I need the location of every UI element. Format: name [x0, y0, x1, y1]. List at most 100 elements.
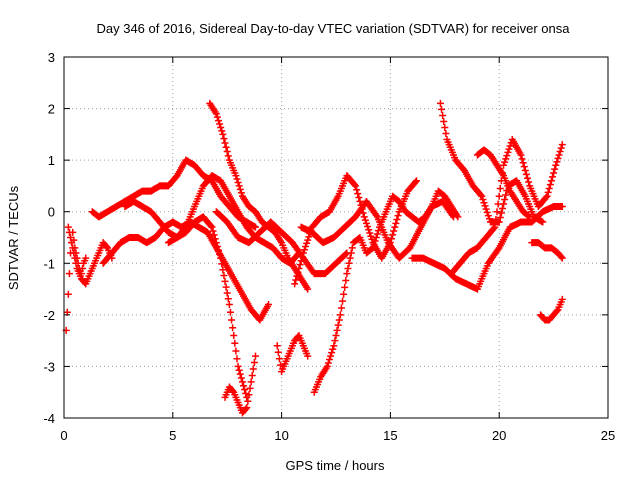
- data-point: [304, 285, 312, 293]
- data-point: [551, 165, 559, 173]
- data-point: [334, 321, 342, 329]
- data-point: [67, 234, 75, 241]
- data-point: [504, 148, 512, 156]
- data-point: [332, 331, 340, 339]
- data-point: [296, 261, 304, 269]
- data-point: [209, 227, 217, 235]
- data-point: [440, 117, 448, 125]
- data-point: [411, 178, 419, 186]
- data-point: [484, 212, 492, 220]
- data-point: [342, 276, 350, 284]
- data-point: [242, 405, 250, 413]
- data-point: [558, 254, 566, 262]
- series-10: [273, 331, 312, 376]
- data-point: [558, 141, 566, 149]
- x-tick-label: 20: [492, 428, 506, 443]
- data-point: [222, 283, 230, 291]
- data-point: [246, 384, 254, 392]
- data-point: [217, 254, 225, 262]
- data-point: [521, 166, 529, 174]
- data-point: [372, 234, 380, 241]
- data-point: [304, 352, 312, 360]
- data-point: [236, 185, 244, 193]
- data-point: [213, 243, 221, 251]
- data-point: [217, 123, 225, 131]
- data-point: [219, 266, 227, 274]
- data-point: [300, 246, 308, 254]
- data-point: [413, 177, 421, 185]
- data-point: [479, 195, 487, 203]
- data-point: [372, 211, 380, 219]
- data-point: [546, 181, 554, 189]
- data-point: [556, 148, 564, 156]
- data-point: [223, 289, 231, 297]
- x-tick-label: 5: [169, 428, 176, 443]
- data-point: [294, 268, 302, 276]
- data-point: [448, 211, 456, 219]
- data-point: [233, 355, 241, 363]
- series-9: [212, 208, 351, 278]
- data-point: [439, 111, 447, 119]
- data-point: [331, 337, 339, 345]
- series-13: [297, 197, 458, 262]
- data-point: [236, 370, 244, 378]
- x-axis-label: GPS time / hours: [286, 458, 385, 473]
- data-point: [216, 250, 224, 258]
- series-18: [528, 239, 566, 262]
- data-point: [495, 192, 503, 200]
- data-point: [102, 243, 110, 251]
- data-point: [292, 276, 300, 284]
- series-11: [310, 187, 462, 396]
- data-point: [347, 249, 355, 257]
- data-point: [235, 366, 243, 374]
- data-point: [70, 249, 78, 257]
- data-point: [229, 324, 237, 332]
- data-point: [390, 227, 398, 235]
- data-point: [265, 301, 273, 309]
- data-point: [554, 154, 562, 162]
- data-point: [293, 272, 301, 280]
- data-point: [553, 307, 561, 315]
- data-point: [368, 235, 376, 243]
- data-point: [361, 216, 369, 224]
- data-point: [303, 239, 311, 247]
- data-point: [207, 222, 215, 230]
- data-point: [221, 139, 229, 147]
- data-point: [438, 105, 446, 113]
- data-point: [490, 224, 498, 232]
- data-point: [367, 232, 375, 240]
- data-point: [304, 236, 312, 244]
- series-7: [221, 352, 259, 417]
- data-point: [333, 326, 341, 334]
- y-axis-label: SDTVAR / TECUs: [6, 185, 21, 290]
- data-point: [218, 127, 226, 135]
- data-point: [72, 259, 80, 267]
- data-point: [503, 152, 511, 160]
- data-point: [235, 182, 243, 190]
- data-point: [214, 246, 222, 254]
- data-point: [237, 374, 245, 382]
- data-point: [243, 404, 251, 412]
- data-point: [558, 295, 566, 303]
- data-point: [350, 181, 358, 189]
- data-point: [226, 308, 234, 316]
- plot-frame: [63, 56, 609, 419]
- data-point: [505, 145, 513, 153]
- y-tick-labels: -4 -3 -2 -1 0 1 2 3: [43, 50, 55, 426]
- data-point: [211, 235, 219, 243]
- y-tick-label: -1: [43, 256, 55, 271]
- data-point: [442, 129, 450, 137]
- data-point: [245, 391, 253, 399]
- series-17: [473, 146, 534, 221]
- x-tick-label: 10: [274, 428, 288, 443]
- data-point: [558, 203, 566, 211]
- data-point: [336, 311, 344, 319]
- data-point: [214, 117, 222, 125]
- data-point: [480, 199, 488, 207]
- data-point: [494, 200, 502, 208]
- data-point: [212, 110, 220, 118]
- data-point: [547, 177, 555, 185]
- data-point: [394, 212, 402, 220]
- data-point: [65, 228, 73, 236]
